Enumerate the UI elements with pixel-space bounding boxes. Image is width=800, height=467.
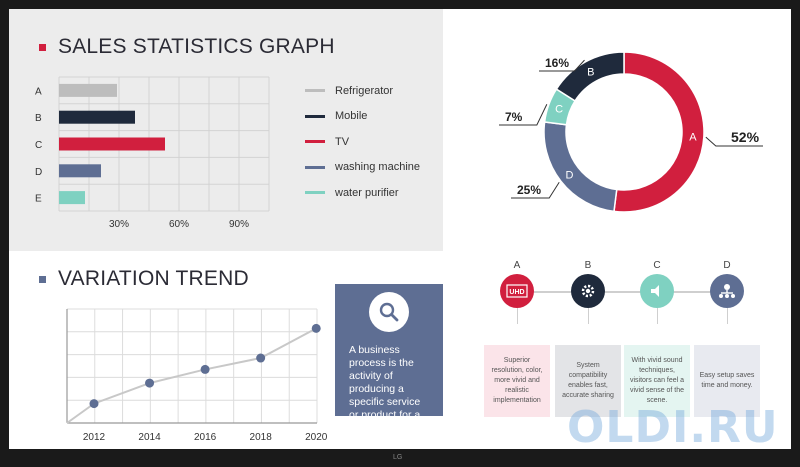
data-point xyxy=(311,323,321,333)
bar xyxy=(59,137,165,151)
title-marker-icon xyxy=(39,275,46,283)
sales-title-text: SALES STATISTICS GRAPH xyxy=(58,35,335,58)
data-point xyxy=(145,378,155,388)
gear-icon xyxy=(571,274,605,308)
connector-stem xyxy=(516,308,518,324)
legend-item: Refrigerator xyxy=(305,78,420,104)
legend-label: TV xyxy=(335,135,350,148)
category-label: A xyxy=(35,86,42,97)
donut-slice xyxy=(555,51,625,102)
donut-slice xyxy=(543,121,618,213)
category-label: B xyxy=(35,113,42,124)
x-tick-label: 2014 xyxy=(138,432,161,443)
slice-percent-label: 16% xyxy=(545,56,569,70)
sales-title: SALES STATISTICS GRAPH xyxy=(39,35,335,59)
bar xyxy=(59,83,117,97)
data-point xyxy=(256,353,266,363)
legend-swatch xyxy=(305,89,325,93)
search-icon xyxy=(369,292,409,332)
legend-swatch xyxy=(305,114,325,118)
legend-item: washing machine xyxy=(305,155,420,181)
callout-line xyxy=(511,181,560,199)
legend-label: washing machine xyxy=(335,161,420,174)
legend-item: water purifier xyxy=(305,180,420,206)
watermark: OLDI.RU xyxy=(567,402,779,453)
title-marker-icon xyxy=(39,43,46,51)
slice-label: D xyxy=(566,169,574,181)
slice-label: B xyxy=(587,67,594,79)
trend-title: VARIATION TREND xyxy=(39,267,249,291)
svg-text:UHD: UHD xyxy=(509,289,524,296)
slice-label: C xyxy=(555,104,563,116)
bar xyxy=(59,164,101,178)
category-label: D xyxy=(35,167,42,178)
feature-card: System compatibility enables fast, accur… xyxy=(555,345,621,417)
callout-line xyxy=(539,59,585,72)
legend-swatch xyxy=(305,140,325,144)
feature-card: With vivid sound techniques, visitors ca… xyxy=(624,345,690,417)
connector-stem xyxy=(656,308,658,324)
legend-item: Mobile xyxy=(305,104,420,130)
category-label: E xyxy=(35,194,42,205)
feature-letter: B xyxy=(584,260,592,271)
x-tick-label: 90% xyxy=(229,219,249,230)
legend-label: Refrigerator xyxy=(335,84,394,97)
x-tick-label: 30% xyxy=(109,219,129,230)
speaker-icon xyxy=(640,274,674,308)
feature-b: B xyxy=(558,260,618,324)
feature-a: A UHD xyxy=(487,260,547,324)
data-point xyxy=(89,399,99,409)
info-box: A business process is the activity of pr… xyxy=(335,284,443,434)
variation-line-chart: 2012 2014 2016 2018 2020 xyxy=(66,308,328,443)
info-text: A business process is the activity of pr… xyxy=(349,344,421,434)
feature-letter: C xyxy=(653,260,661,271)
share-donut-chart: A 52% D 25% C 7% B 16% xyxy=(499,51,763,213)
feature-letter: D xyxy=(723,260,731,271)
features-connector xyxy=(519,291,734,293)
feature-card: Easy setup saves time and money. xyxy=(694,345,760,417)
feature-c: C xyxy=(627,260,687,324)
slice-label: A xyxy=(689,131,697,143)
sales-bar-chart: A B C D E 30% 60% 90% xyxy=(35,76,270,230)
legend-swatch xyxy=(305,191,325,195)
legend-item: TV xyxy=(305,129,420,155)
donut-slice xyxy=(613,51,705,213)
callout-line xyxy=(499,104,548,126)
legend-label: Mobile xyxy=(335,110,368,123)
legend-swatch xyxy=(305,165,325,169)
slice-percent-label: 7% xyxy=(505,110,523,124)
connector-stem xyxy=(587,308,589,324)
screen: SALES STATISTICS GRAPH A B C D E 30% 60% 90% Re… xyxy=(9,9,791,449)
slice-percent-label: 52% xyxy=(731,129,760,145)
feature-card: Superior resolution, color, more vivid a… xyxy=(484,345,550,417)
slice-percent-label: 25% xyxy=(517,183,541,197)
x-tick-label: 2016 xyxy=(194,432,217,443)
bar xyxy=(59,191,85,205)
legend-label: water purifier xyxy=(335,186,399,199)
trend-line xyxy=(66,327,317,424)
feature-letter: A xyxy=(513,260,521,271)
connector-stem xyxy=(726,308,728,324)
x-tick-label: 2020 xyxy=(305,432,328,443)
network-icon xyxy=(710,274,744,308)
sales-legend: Refrigerator Mobile TV washing machine water… xyxy=(305,78,420,206)
category-label: C xyxy=(35,140,42,151)
feature-d: D xyxy=(697,260,757,324)
brand-logo: LG xyxy=(393,454,403,461)
data-point xyxy=(200,364,210,374)
x-tick-label: 2012 xyxy=(83,432,106,443)
trend-title-text: VARIATION TREND xyxy=(58,267,249,290)
callout-line xyxy=(705,136,763,147)
x-tick-label: 60% xyxy=(169,219,189,230)
x-tick-label: 2018 xyxy=(250,432,273,443)
bar xyxy=(59,110,135,124)
uhd-icon: UHD xyxy=(500,274,534,308)
